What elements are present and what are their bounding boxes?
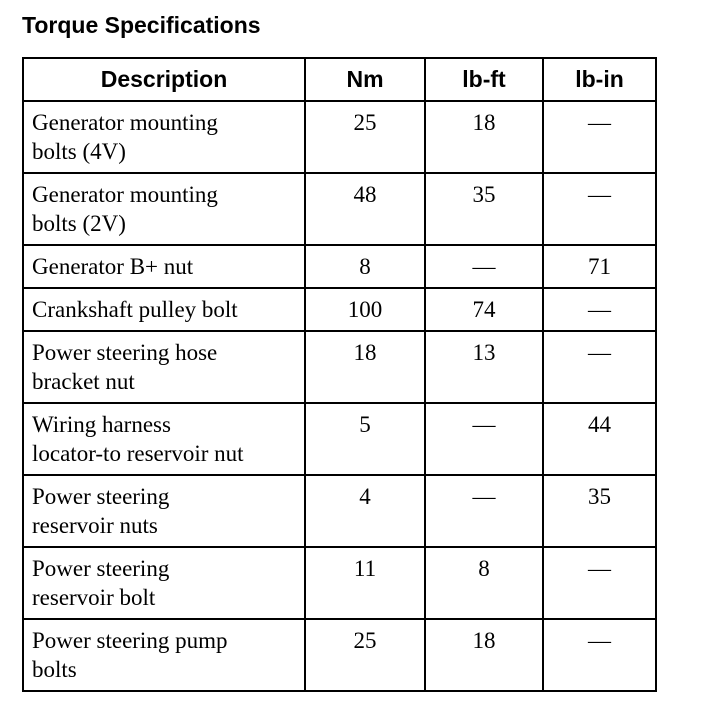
cell-lb-ft: — (424, 244, 544, 289)
cell-lb-in: 35 (542, 474, 657, 548)
cell-description: Power steering reservoir bolt (22, 546, 306, 620)
cell-lb-ft: 74 (424, 287, 544, 332)
table-row: Power steering pump bolts 25 18— (22, 618, 657, 692)
cell-lb-ft: 18 (424, 100, 544, 174)
table-row: Power steering reservoir bolt 11 8— (22, 546, 657, 620)
cell-nm: 25 (304, 618, 426, 692)
torque-table: Description Nm lb-ft lb-in Generator mou… (22, 57, 657, 692)
cell-nm: 100 (304, 287, 426, 332)
cell-lb-in: — (542, 618, 657, 692)
column-header-nm: Nm (304, 57, 426, 102)
cell-nm: 11 (304, 546, 426, 620)
table-row: Power steering hose bracket nut 18 13— (22, 330, 657, 404)
cell-nm: 8 (304, 244, 426, 289)
cell-nm: 25 (304, 100, 426, 174)
cell-lb-ft: 8 (424, 546, 544, 620)
table-row: Generator B+ nut 8—71 (22, 244, 657, 289)
cell-description: Generator mounting bolts (2V) (22, 172, 306, 246)
cell-lb-ft: 35 (424, 172, 544, 246)
column-header-lb-in: lb-in (542, 57, 657, 102)
cell-lb-in: — (542, 546, 657, 620)
table-row: Generator mounting bolts (4V) 25 18— (22, 100, 657, 174)
cell-lb-in: — (542, 330, 657, 404)
table-header-row: Description Nm lb-ft lb-in (22, 57, 657, 102)
cell-lb-ft: — (424, 474, 544, 548)
cell-nm: 5 (304, 402, 426, 476)
table-row: Crankshaft pulley bolt 100 74— (22, 287, 657, 332)
cell-description: Generator mounting bolts (4V) (22, 100, 306, 174)
table-row: Power steering reservoir nuts 4—35 (22, 474, 657, 548)
cell-nm: 4 (304, 474, 426, 548)
page-title: Torque Specifications (22, 12, 261, 38)
cell-nm: 48 (304, 172, 426, 246)
cell-lb-ft: 13 (424, 330, 544, 404)
cell-lb-in: — (542, 287, 657, 332)
cell-lb-in: — (542, 172, 657, 246)
table-row: Generator mounting bolts (2V) 48 35— (22, 172, 657, 246)
column-header-description: Description (22, 57, 306, 102)
cell-lb-ft: — (424, 402, 544, 476)
cell-description: Power steering pump bolts (22, 618, 306, 692)
cell-lb-ft: 18 (424, 618, 544, 692)
cell-description: Wiring harness locator-to reservoir nut (22, 402, 306, 476)
cell-description: Crankshaft pulley bolt (22, 287, 306, 332)
cell-nm: 18 (304, 330, 426, 404)
cell-lb-in: — (542, 100, 657, 174)
table-row: Wiring harness locator-to reservoir nut 5… (22, 402, 657, 476)
column-header-lb-ft: lb-ft (424, 57, 544, 102)
cell-lb-in: 71 (542, 244, 657, 289)
cell-lb-in: 44 (542, 402, 657, 476)
cell-description: Power steering hose bracket nut (22, 330, 306, 404)
cell-description: Generator B+ nut (22, 244, 306, 289)
cell-description: Power steering reservoir nuts (22, 474, 306, 548)
